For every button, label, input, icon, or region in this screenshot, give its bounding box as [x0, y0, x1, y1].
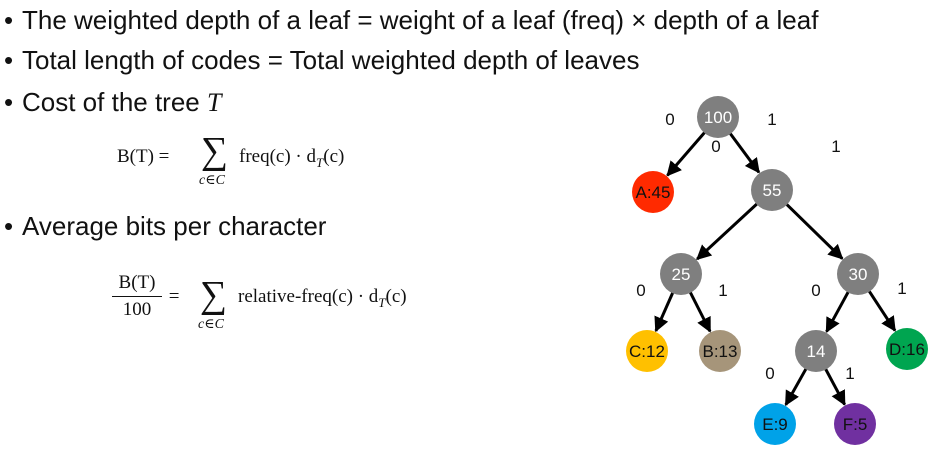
- node-label: 100: [704, 108, 732, 127]
- bullet-weighted-depth: • The weighted depth of a leaf = weight o…: [4, 4, 818, 36]
- node-label: A:45: [636, 183, 671, 202]
- node-circle: [626, 330, 668, 372]
- bullet-dot: •: [4, 211, 14, 241]
- term-text: relative-freq(c) · d: [238, 286, 379, 307]
- node-label: E:9: [762, 415, 788, 434]
- edge-bit-label: 1: [897, 279, 906, 298]
- sum-subscript: c∈C: [199, 173, 225, 188]
- edge-bit-label: 1: [718, 281, 727, 300]
- sum-symbol: ∑: [201, 130, 229, 172]
- node-circle: [795, 330, 837, 372]
- node-label: F:5: [843, 415, 868, 434]
- edge-bit-label: 0: [665, 110, 674, 129]
- tree-node-c12: C:12: [626, 330, 668, 372]
- node-circle: [834, 403, 876, 445]
- edge-bit-label: 1: [767, 110, 776, 129]
- bullet-text: Cost of the tree: [22, 87, 207, 117]
- node-circle: [837, 253, 879, 295]
- edge-n30-d16: [867, 289, 897, 332]
- sum-symbol: ∑: [200, 274, 228, 316]
- node-circle: [697, 96, 739, 138]
- node-label: 55: [763, 181, 782, 200]
- tree-node-f5: F:5: [834, 403, 876, 445]
- edge-bit-label: 1: [845, 364, 854, 383]
- edge-bit-label: 0: [636, 281, 645, 300]
- tree-node-n14: 14: [795, 330, 837, 372]
- tree-node-e9: E:9: [754, 403, 796, 445]
- edge-n55-n25: [696, 201, 760, 261]
- bullet-average-bits: • Average bits per character: [4, 210, 326, 242]
- tree-node-a45: A:45: [632, 171, 674, 213]
- edge-bit-label: 0: [711, 137, 720, 156]
- term-end: (c): [323, 146, 345, 167]
- node-circle: [751, 169, 793, 211]
- tree-node-n25: 25: [660, 253, 702, 295]
- tree-node-n100: 100: [697, 96, 739, 138]
- edge-n14-e9: [784, 366, 809, 407]
- term-end: (c): [385, 286, 407, 307]
- bullet-text: Average bits per character: [22, 211, 327, 241]
- edge-n55-n30: [784, 202, 844, 260]
- node-label: 25: [672, 265, 691, 284]
- node-label: D:16: [889, 340, 925, 359]
- fraction-numerator: B(T): [118, 272, 156, 293]
- bullet-text: Total length of codes = Total weighted d…: [22, 45, 640, 75]
- bullet-dot: •: [4, 5, 14, 35]
- tree-node-n30: 30: [837, 253, 879, 295]
- node-circle: [886, 328, 928, 370]
- bullet-cost-of-tree: • Cost of the tree T: [4, 86, 221, 119]
- edge-n100-n55: [728, 131, 761, 174]
- sum-subscript: c∈C: [198, 317, 224, 332]
- bullet-variable: T: [206, 88, 222, 117]
- formula-term: relative-freq(c) · dT(c): [238, 286, 407, 311]
- term-text: freq(c) · d: [239, 146, 317, 167]
- term-subscript: T: [316, 154, 324, 170]
- node-label: C:12: [629, 342, 665, 361]
- formula-lhs: B(T) =: [117, 146, 170, 167]
- node-circle: [660, 253, 702, 295]
- bullet-total-length: • Total length of codes = Total weighted …: [4, 44, 639, 76]
- bullet-dot: •: [4, 45, 14, 75]
- node-circle: [632, 171, 674, 213]
- formula-term: freq(c) · dT(c): [239, 146, 344, 171]
- edge-n14-f5: [823, 367, 846, 406]
- node-label: 14: [807, 342, 826, 361]
- bullet-text: The weighted depth of a leaf = weight of…: [22, 5, 819, 35]
- fraction-denominator: 100: [112, 296, 162, 321]
- term-subscript: T: [378, 294, 386, 310]
- edge-n25-b13: [688, 290, 712, 333]
- node-label: B:13: [703, 342, 738, 361]
- tree-node-n55: 55: [751, 169, 793, 211]
- node-circle: [754, 403, 796, 445]
- formula-equals: =: [164, 286, 185, 307]
- tree-node-d16: D:16: [886, 328, 928, 370]
- node-circle: [699, 330, 741, 372]
- bullet-dot: •: [4, 87, 14, 117]
- fraction: B(T) 100: [112, 272, 162, 321]
- node-label: 30: [849, 265, 868, 284]
- edge-bit-label: 0: [811, 281, 820, 300]
- edge-n30-n14: [825, 289, 851, 334]
- edge-bit-label: 0: [765, 364, 774, 383]
- tree-node-b13: B:13: [699, 330, 741, 372]
- edge-n25-c12: [654, 290, 675, 333]
- edge-bit-label: 1: [831, 137, 840, 156]
- edge-n100-a45: [666, 130, 707, 177]
